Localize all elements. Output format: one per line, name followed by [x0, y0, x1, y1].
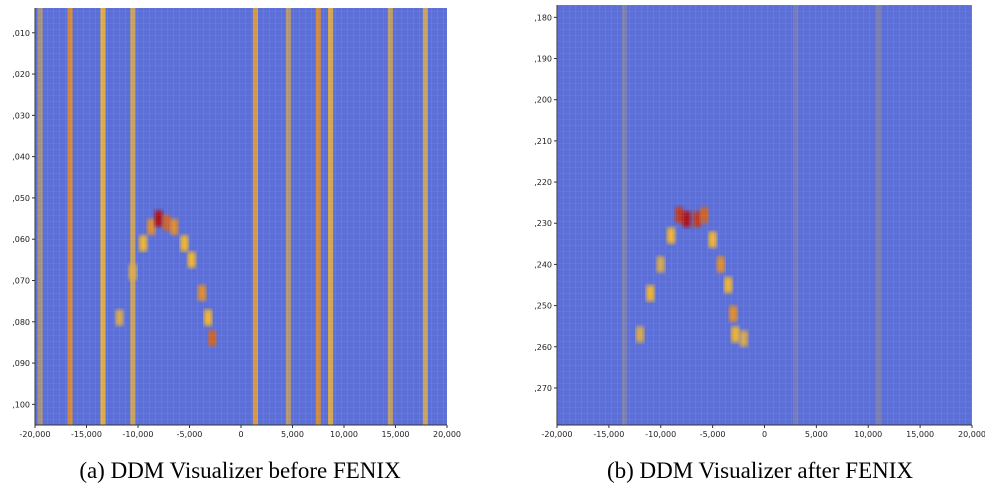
x-tick-label: -5,000: [177, 430, 203, 439]
x-tick-label: 5,000: [805, 430, 828, 439]
y-tick-label: ,250: [534, 302, 552, 311]
x-tick-label: 20,000: [958, 430, 985, 439]
x-tick-label: 0: [762, 430, 767, 439]
y-tick-label: ,060: [12, 235, 30, 244]
x-tick-label: -10,000: [123, 430, 154, 439]
y-tick-label: ,240: [534, 260, 552, 269]
x-tick-label: 5,000: [281, 430, 304, 439]
y-tick-label: ,190: [534, 55, 552, 64]
y-tick-label: ,080: [12, 318, 30, 327]
caption: (a) DDM Visualizer before FENIX: [79, 458, 401, 483]
fine-grid: [35, 8, 447, 425]
x-tick-label: -15,000: [593, 430, 624, 439]
y-tick-label: ,230: [534, 219, 552, 228]
y-tick-label: ,220: [534, 178, 552, 187]
x-tick-label: 10,000: [330, 430, 358, 439]
panel: ,180 ,190 ,200 ,210 ,220 ,230 ,240 ,250 ,260 ,270…: [534, 5, 985, 483]
y-tick-label: ,030: [12, 111, 30, 120]
y-tick-label: ,260: [534, 343, 552, 352]
x-tick-label: 0: [238, 430, 243, 439]
caption: (b) DDM Visualizer after FENIX: [607, 458, 913, 483]
x-tick-label: 20,000: [433, 430, 461, 439]
y-tick-label: ,070: [12, 276, 30, 285]
y-tick-label: ,010: [12, 29, 30, 38]
fine-grid: [557, 5, 972, 425]
x-tick-label: -5,000: [700, 430, 726, 439]
y-tick-label: ,040: [12, 153, 30, 162]
y-tick-label: ,180: [534, 13, 552, 22]
y-tick-label: ,090: [12, 359, 30, 368]
x-tick-label: -20,000: [542, 430, 573, 439]
y-tick-label: ,100: [12, 400, 30, 409]
x-tick-label: -10,000: [645, 430, 676, 439]
x-tick-label: -15,000: [71, 430, 102, 439]
y-tick-label: ,270: [534, 384, 552, 393]
y-tick-label: ,210: [534, 137, 552, 146]
panel: ,010 ,020 ,030 ,040 ,050 ,060 ,070 ,080 ,090 ,100…: [12, 8, 461, 483]
x-tick-label: 15,000: [906, 430, 934, 439]
x-tick-label: 15,000: [382, 430, 410, 439]
y-tick-label: ,020: [12, 70, 30, 79]
y-tick-label: ,050: [12, 194, 30, 203]
y-tick-label: ,200: [534, 96, 552, 105]
x-tick-label: 10,000: [854, 430, 882, 439]
x-tick-label: -20,000: [20, 430, 51, 439]
